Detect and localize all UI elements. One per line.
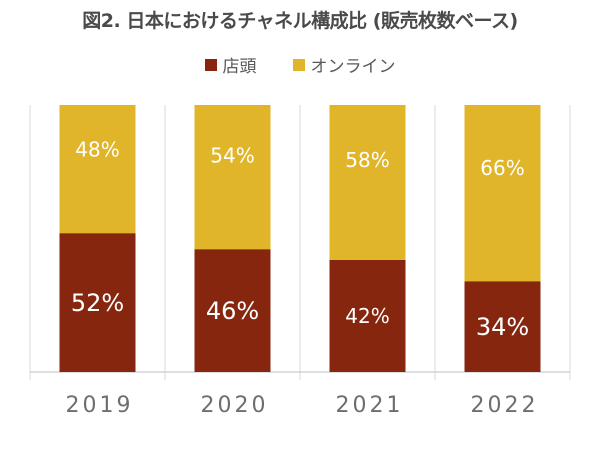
chart-title: 図2. 日本におけるチャネル構成比 (販売枚数ベース) bbox=[82, 10, 518, 32]
legend-label-online: オンライン bbox=[310, 57, 396, 77]
bar-online-2022 bbox=[464, 105, 541, 282]
data-label-store-2022: 34% bbox=[476, 313, 529, 341]
legend-item-store: 店頭 bbox=[204, 52, 257, 77]
legend-swatch-online bbox=[292, 58, 305, 71]
x-tick-label-2022: 2022 bbox=[471, 393, 539, 418]
data-label-store-2021: 42% bbox=[345, 304, 389, 328]
x-tick-label-2020: 2020 bbox=[201, 393, 269, 418]
x-tick-label-2019: 2019 bbox=[66, 393, 134, 418]
bar-store-2020 bbox=[194, 249, 271, 372]
data-label-store-2019: 52% bbox=[71, 289, 124, 317]
data-label-online-2022: 66% bbox=[480, 156, 524, 180]
legend-label-store: 店頭 bbox=[222, 57, 257, 77]
bar-online-2019 bbox=[59, 105, 136, 234]
x-tick-label-2021: 2021 bbox=[336, 393, 404, 418]
bar-store-2022 bbox=[464, 281, 541, 372]
bar-store-2019 bbox=[59, 233, 136, 372]
data-label-online-2021: 58% bbox=[345, 148, 389, 172]
bar-store-2021 bbox=[329, 259, 406, 372]
legend-item-online: オンライン bbox=[292, 52, 396, 77]
chart-legend: 店頭 オンライン bbox=[0, 52, 600, 77]
legend-swatch-store bbox=[204, 58, 217, 71]
data-label-online-2020: 54% bbox=[210, 144, 254, 168]
data-label-online-2019: 48% bbox=[75, 137, 119, 161]
data-label-store-2020: 46% bbox=[206, 297, 259, 325]
bar-online-2021 bbox=[329, 105, 406, 260]
bar-online-2020 bbox=[194, 105, 271, 250]
